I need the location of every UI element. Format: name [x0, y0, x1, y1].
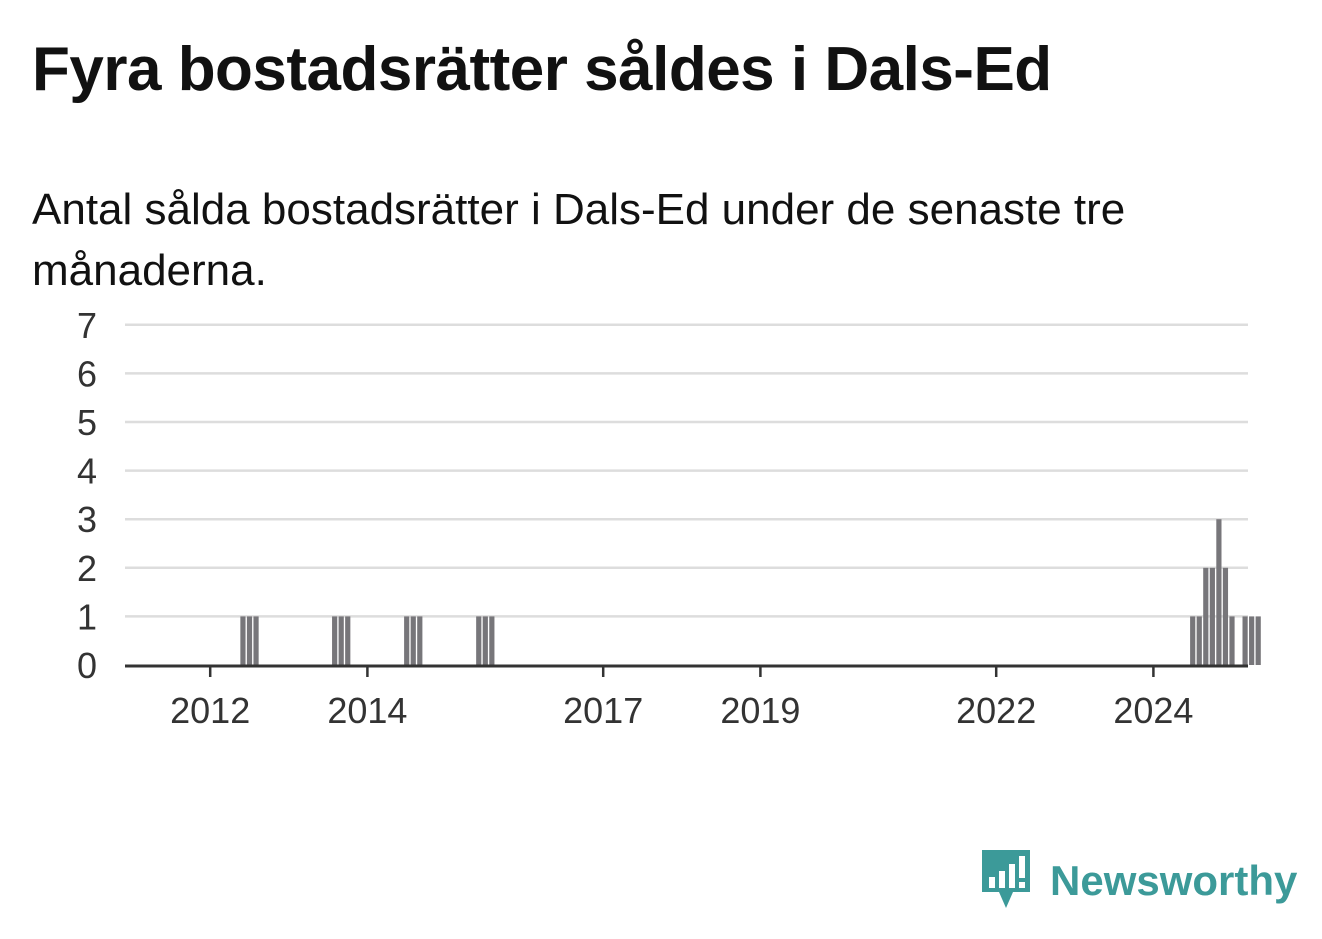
bar: [1255, 616, 1261, 665]
x-axis-ticks: 2012 2014 2017 2019 2022 2024: [170, 667, 1193, 731]
bars: [240, 519, 1261, 665]
y-tick-label: 6: [77, 353, 97, 394]
y-tick-label: 3: [77, 499, 97, 540]
newsworthy-logo: Newsworthy: [982, 850, 1297, 912]
brand-name: Newsworthy: [1050, 857, 1298, 904]
y-tick-label: 2: [77, 548, 97, 589]
bar: [253, 616, 259, 665]
y-tick-label: 5: [77, 402, 97, 443]
bar: [404, 616, 410, 665]
x-tick-label: 2019: [720, 690, 800, 731]
y-tick-label: 1: [77, 596, 97, 637]
x-tick-label: 2024: [1113, 690, 1193, 731]
y-tick-label: 7: [77, 305, 97, 346]
x-tick-label: 2012: [170, 690, 250, 731]
y-tick-label: 4: [77, 451, 97, 492]
bar: [240, 616, 246, 665]
bar: [332, 616, 338, 665]
chart-title: Fyra bostadsrätter såldes i Dals-Ed: [32, 35, 1052, 104]
bar: [482, 616, 488, 665]
y-axis-ticks: 0 1 2 3 4 5 6 7: [77, 305, 97, 686]
gridlines: [125, 323, 1248, 618]
bar: [345, 616, 351, 665]
bar: [1209, 567, 1215, 665]
bar: [476, 616, 482, 665]
bar: [1249, 616, 1255, 665]
x-tick-label: 2014: [327, 690, 407, 731]
x-tick-label: 2022: [956, 690, 1036, 731]
bar: [410, 616, 416, 665]
y-tick-label: 0: [77, 645, 97, 686]
bar: [1196, 616, 1202, 665]
bar: [1216, 519, 1222, 665]
bar: [417, 616, 423, 665]
x-tick-label: 2017: [563, 690, 643, 731]
newsworthy-bar-icon: [982, 850, 1030, 908]
bar: [1229, 616, 1235, 665]
bar: [1242, 616, 1248, 665]
bar: [246, 616, 253, 665]
bar: [338, 616, 344, 665]
chart-subtitle: Antal sålda bostadsrätter i Dals-Ed unde…: [32, 185, 1126, 295]
bar: [1190, 616, 1196, 665]
bar: [1222, 567, 1229, 665]
bar: [1203, 567, 1209, 665]
bar: [489, 616, 495, 665]
